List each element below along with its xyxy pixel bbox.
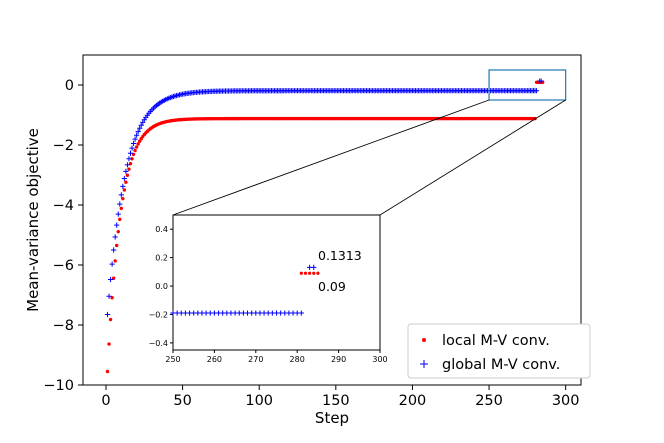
inset-local-point	[308, 271, 312, 275]
inset-x-tick-label: 250	[165, 355, 180, 364]
global-point	[111, 247, 117, 253]
global-point	[118, 192, 124, 198]
main-axes-ticks: 0 50 100 150 200 250 300 −10 −8 −6 −4 −2 0	[43, 78, 579, 409]
local-point	[134, 145, 139, 149]
inset-x-tick-label: 280	[290, 355, 305, 364]
inset-annotation-local: 0.09	[318, 279, 346, 294]
inset-local-point	[303, 271, 308, 275]
y-tick-label: 0	[65, 78, 74, 94]
global-point	[126, 156, 132, 162]
local-point	[115, 243, 119, 248]
global-point	[137, 125, 143, 131]
global-point	[112, 234, 118, 240]
inset-y-tick-label: 0.0	[155, 282, 168, 291]
global-final-point	[538, 78, 544, 84]
global-point	[123, 168, 129, 175]
zoom-connector-right	[379, 99, 566, 216]
zoom-connector-left	[172, 99, 490, 216]
x-tick-label: 300	[552, 393, 580, 409]
local-point	[105, 369, 110, 374]
local-point	[118, 217, 122, 222]
inset-x-tick-label: 300	[372, 355, 387, 364]
global-point	[121, 175, 127, 182]
local-point	[130, 157, 134, 161]
global-point	[132, 136, 138, 142]
local-point	[110, 296, 114, 300]
legend-label-global: global M-V conv.	[442, 357, 560, 373]
main-series-marks	[104, 78, 545, 374]
inset-y-tick-label: 0.4	[155, 225, 168, 234]
legend: local M-V conv. global M-V conv.	[407, 323, 591, 379]
inset-global-jump-point	[311, 264, 317, 270]
global-point	[124, 162, 131, 168]
legend-marker-local	[422, 338, 426, 342]
y-tick-label: −4	[53, 198, 74, 214]
x-tick-label: 100	[245, 393, 273, 409]
local-point	[107, 342, 111, 346]
inset-y-tick-label: −0.4	[149, 339, 168, 348]
zoom-box	[172, 69, 567, 216]
local-point	[124, 180, 128, 184]
global-point	[109, 261, 115, 267]
global-point	[127, 150, 134, 156]
global-point	[115, 211, 121, 217]
y-tick-label: −8	[53, 318, 74, 334]
zoom-rect	[488, 69, 567, 101]
x-tick-label: 150	[322, 393, 350, 409]
local-point	[121, 196, 125, 201]
global-point	[130, 140, 137, 147]
local-point	[108, 317, 113, 322]
legend-frame	[407, 323, 591, 379]
inset-series-marks	[170, 264, 320, 316]
global-point	[135, 128, 141, 135]
inset-local-point	[316, 271, 320, 275]
local-point	[136, 142, 140, 146]
local-point	[127, 167, 131, 171]
inset-y-tick-label: 0.2	[155, 254, 168, 263]
local-point	[137, 139, 142, 143]
inset-x-tick-label: 270	[248, 355, 263, 364]
y-tick-label: −6	[53, 258, 74, 274]
inset-local-point	[312, 271, 316, 275]
global-point	[104, 311, 111, 318]
inset-x-tick-label: 260	[207, 355, 222, 364]
inset-annotation-global: 0.1313	[318, 248, 362, 263]
local-point	[125, 173, 130, 178]
inset-x-tick-label: 290	[331, 355, 346, 364]
global-point	[107, 276, 114, 283]
global-point	[533, 88, 540, 94]
global-point	[114, 222, 120, 228]
inset-global-point	[298, 310, 304, 316]
local-point	[133, 148, 137, 153]
x-tick-label: 50	[173, 393, 191, 409]
y-tick-label: −2	[53, 138, 74, 154]
inset-plot-area	[172, 214, 381, 351]
global-point	[134, 132, 140, 138]
legend-label-local: local M-V conv.	[442, 333, 550, 349]
x-tick-label: 200	[399, 393, 427, 409]
local-point	[116, 229, 120, 234]
global-point	[117, 201, 123, 207]
x-axis-label: Step	[315, 409, 349, 427]
legend-marker-global	[420, 360, 428, 368]
inset-axes-ticks: 250 260 270 280 290 300 −0.4 −0.2 0.0 0.2 0.4	[149, 225, 388, 364]
inset-y-tick-label: −0.2	[149, 310, 168, 319]
inset-local-point	[299, 271, 303, 275]
y-axis-label: Mean-variance objective	[24, 128, 42, 312]
x-tick-label: 0	[101, 393, 110, 409]
x-tick-label: 250	[475, 393, 503, 409]
local-point	[122, 188, 127, 192]
global-point	[106, 293, 112, 299]
global-point	[120, 183, 126, 189]
local-point	[113, 259, 117, 263]
global-point	[138, 122, 144, 128]
local-point	[119, 206, 124, 211]
y-tick-label: −10	[43, 378, 74, 394]
global-point	[129, 145, 135, 151]
